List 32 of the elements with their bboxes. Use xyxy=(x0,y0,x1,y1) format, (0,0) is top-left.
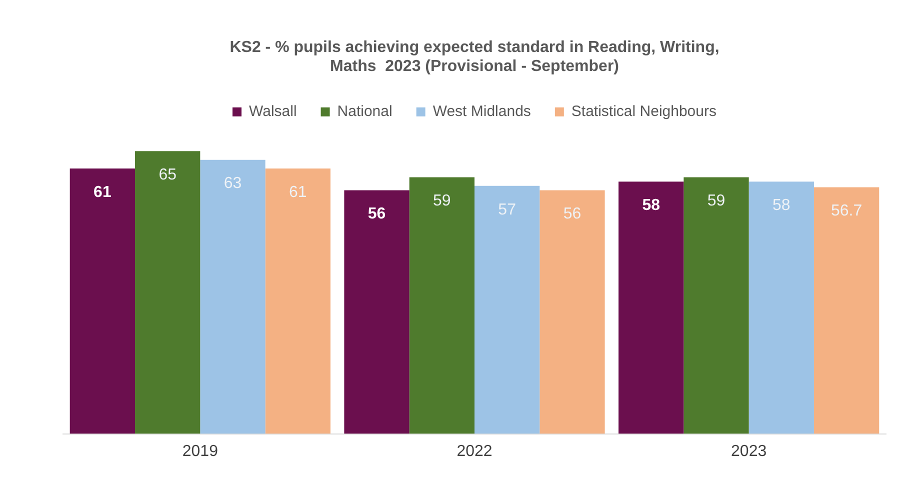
legend-label: Statistical Neighbours xyxy=(571,103,716,120)
data-label: 57 xyxy=(498,201,516,218)
legend-label: Walsall xyxy=(249,103,297,120)
bar xyxy=(684,177,749,434)
data-label: 63 xyxy=(224,175,242,192)
bar xyxy=(135,151,200,434)
data-label: 59 xyxy=(707,192,726,210)
bar xyxy=(814,187,880,434)
data-label: 58 xyxy=(772,196,790,214)
data-label: 61 xyxy=(94,184,112,201)
x-tick-label: 2019 xyxy=(182,442,218,460)
data-label: 56.7 xyxy=(830,202,862,220)
x-tick-label: 2023 xyxy=(731,442,767,460)
data-label: 61 xyxy=(289,184,307,201)
data-label: 59 xyxy=(433,192,451,210)
x-tick-label: 2022 xyxy=(456,442,492,460)
data-label: 65 xyxy=(158,166,177,184)
legend-label: West Midlands xyxy=(432,103,531,120)
bar xyxy=(70,168,136,434)
bar xyxy=(265,168,330,434)
bar xyxy=(474,186,540,434)
bar xyxy=(344,190,410,434)
bar xyxy=(540,190,605,434)
bar xyxy=(200,160,266,434)
data-label: 56 xyxy=(563,206,582,223)
bar xyxy=(409,177,474,434)
bar xyxy=(618,182,684,434)
legend-label: National xyxy=(337,103,392,120)
chart-title: KS2 - % pupils achieving expected standard in Reading, Writing, Maths 2023 (Provisional - September) xyxy=(230,39,720,76)
bar xyxy=(748,182,814,434)
data-label: 56 xyxy=(368,206,386,223)
data-label: 58 xyxy=(642,196,660,214)
